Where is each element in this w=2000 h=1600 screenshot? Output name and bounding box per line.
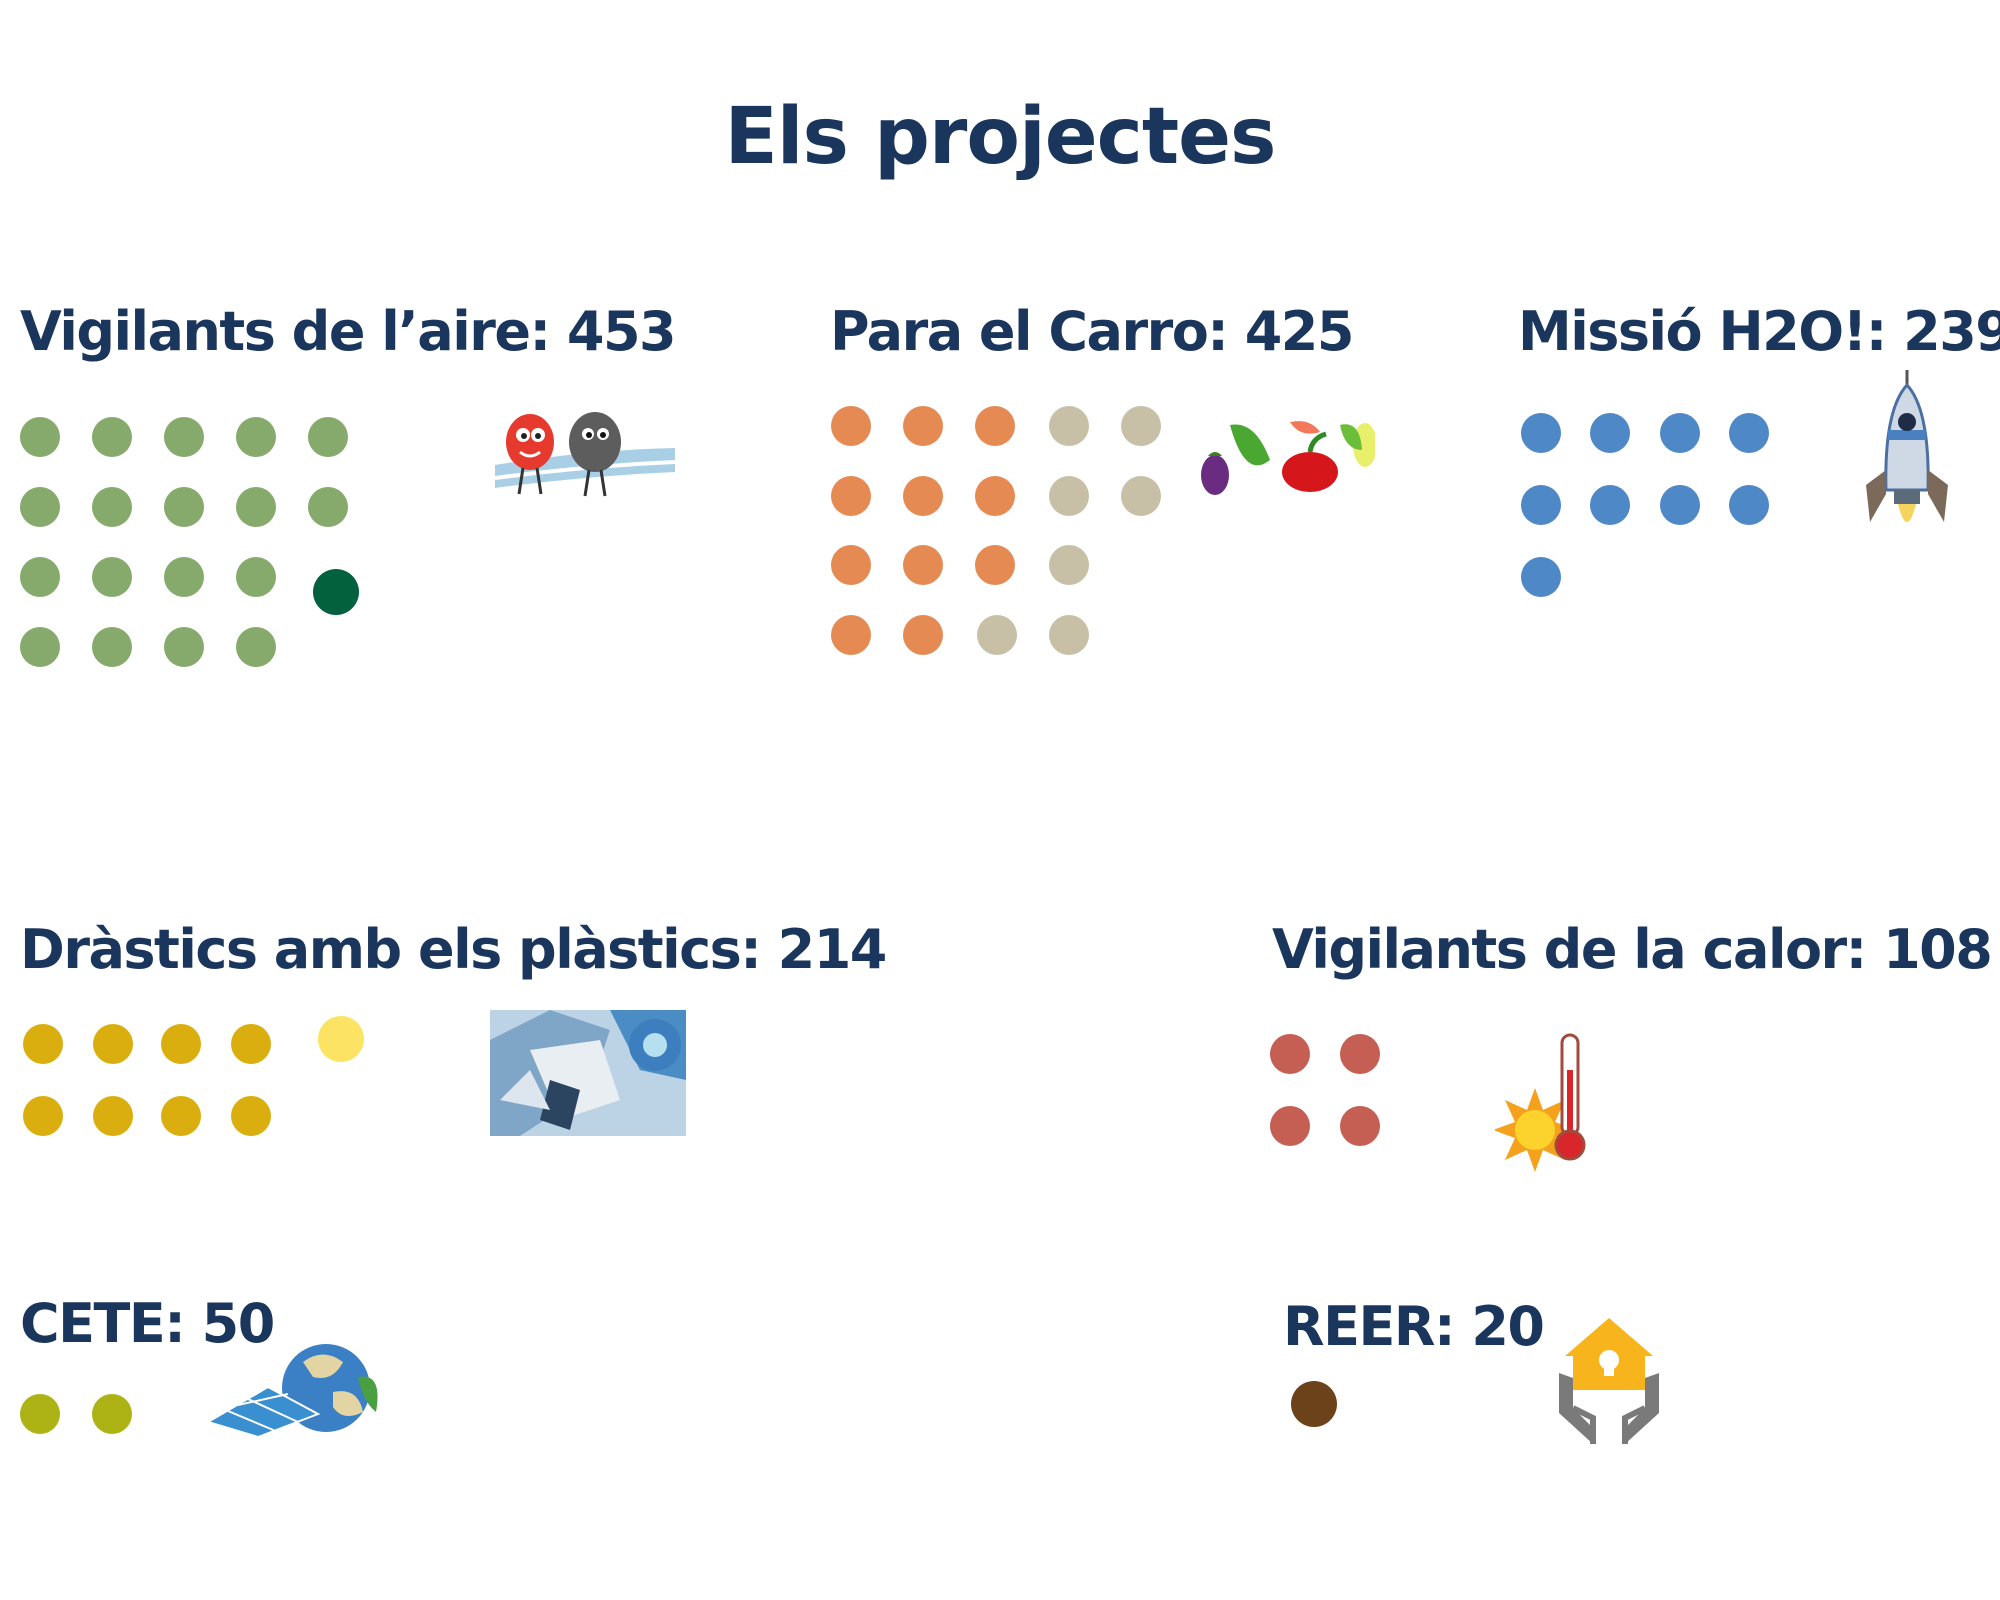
participant-dot xyxy=(308,487,348,527)
participant-dot xyxy=(92,627,132,667)
participant-dot xyxy=(1521,557,1561,597)
project-title: Dràstics amb els plàstics: 214 xyxy=(20,918,887,981)
participant-dot xyxy=(164,417,204,457)
participant-dot xyxy=(236,627,276,667)
participant-dot xyxy=(903,615,943,655)
participant-dot xyxy=(831,406,871,446)
project-title: Vigilants de l’aire: 453 xyxy=(20,300,677,363)
house-hands-illustration xyxy=(1553,1318,1665,1444)
participant-dot xyxy=(231,1096,271,1136)
participant-dot xyxy=(20,417,60,457)
participant-dot xyxy=(903,476,943,516)
participant-dot xyxy=(1049,406,1089,446)
participant-dot xyxy=(1291,1381,1337,1427)
project-title: CETE: 50 xyxy=(20,1292,275,1355)
participant-dot xyxy=(93,1024,133,1064)
project-title: REER: 20 xyxy=(1283,1295,1545,1358)
participant-dot xyxy=(23,1024,63,1064)
project-title: Missió H2O!: 239 xyxy=(1518,300,2000,363)
participant-dot xyxy=(975,545,1015,585)
participant-dot xyxy=(1049,476,1089,516)
participant-dot xyxy=(313,569,359,615)
rocket-illustration xyxy=(1862,370,1952,540)
participant-dot xyxy=(93,1096,133,1136)
participant-dot xyxy=(236,417,276,457)
participant-dot xyxy=(975,406,1015,446)
plastic-bottles-illustration xyxy=(490,1010,686,1136)
participant-dot xyxy=(1121,476,1161,516)
solar-earth-illustration xyxy=(208,1342,383,1437)
participant-dot xyxy=(831,476,871,516)
project-title: Para el Carro: 425 xyxy=(830,300,1354,363)
participant-dot xyxy=(164,627,204,667)
participant-dot xyxy=(23,1096,63,1136)
participant-dot xyxy=(1340,1034,1380,1074)
participant-dot xyxy=(1049,615,1089,655)
participant-dot xyxy=(318,1016,364,1062)
participant-dot xyxy=(975,476,1015,516)
participant-dot xyxy=(161,1096,201,1136)
participant-dot xyxy=(164,487,204,527)
participant-dot xyxy=(1121,406,1161,446)
participant-dot xyxy=(1590,413,1630,453)
participant-dot xyxy=(236,487,276,527)
participant-dot xyxy=(92,487,132,527)
participant-dot xyxy=(1729,413,1769,453)
participant-dot xyxy=(231,1024,271,1064)
participant-dot xyxy=(903,545,943,585)
participant-dot xyxy=(92,1394,132,1434)
participant-dot xyxy=(1590,485,1630,525)
participant-dot xyxy=(236,557,276,597)
participant-dot xyxy=(92,557,132,597)
participant-dot xyxy=(831,615,871,655)
page-title: Els projectes xyxy=(724,92,1277,182)
participant-dot xyxy=(1270,1106,1310,1146)
project-title: Vigilants de la calor: 108 xyxy=(1272,918,1993,981)
participant-dot xyxy=(903,406,943,446)
participant-dot xyxy=(20,487,60,527)
participant-dot xyxy=(1049,545,1089,585)
participant-dot xyxy=(92,417,132,457)
participant-dot xyxy=(20,1394,60,1434)
participant-dot xyxy=(977,615,1017,655)
sun-thermometer-illustration xyxy=(1495,1030,1605,1180)
participant-dot xyxy=(1521,413,1561,453)
participant-dot xyxy=(164,557,204,597)
participant-dot xyxy=(161,1024,201,1064)
participant-dot xyxy=(20,557,60,597)
participant-dot xyxy=(1340,1106,1380,1146)
participant-dot xyxy=(1660,413,1700,453)
participant-dot xyxy=(1270,1034,1310,1074)
participant-dot xyxy=(1660,485,1700,525)
participant-dot xyxy=(308,417,348,457)
air-sensor-mascots-illustration xyxy=(495,410,675,505)
participant-dot xyxy=(831,545,871,585)
participant-dot xyxy=(1729,485,1769,525)
participant-dot xyxy=(1521,485,1561,525)
participant-dot xyxy=(20,627,60,667)
vegetables-illustration xyxy=(1200,420,1375,495)
